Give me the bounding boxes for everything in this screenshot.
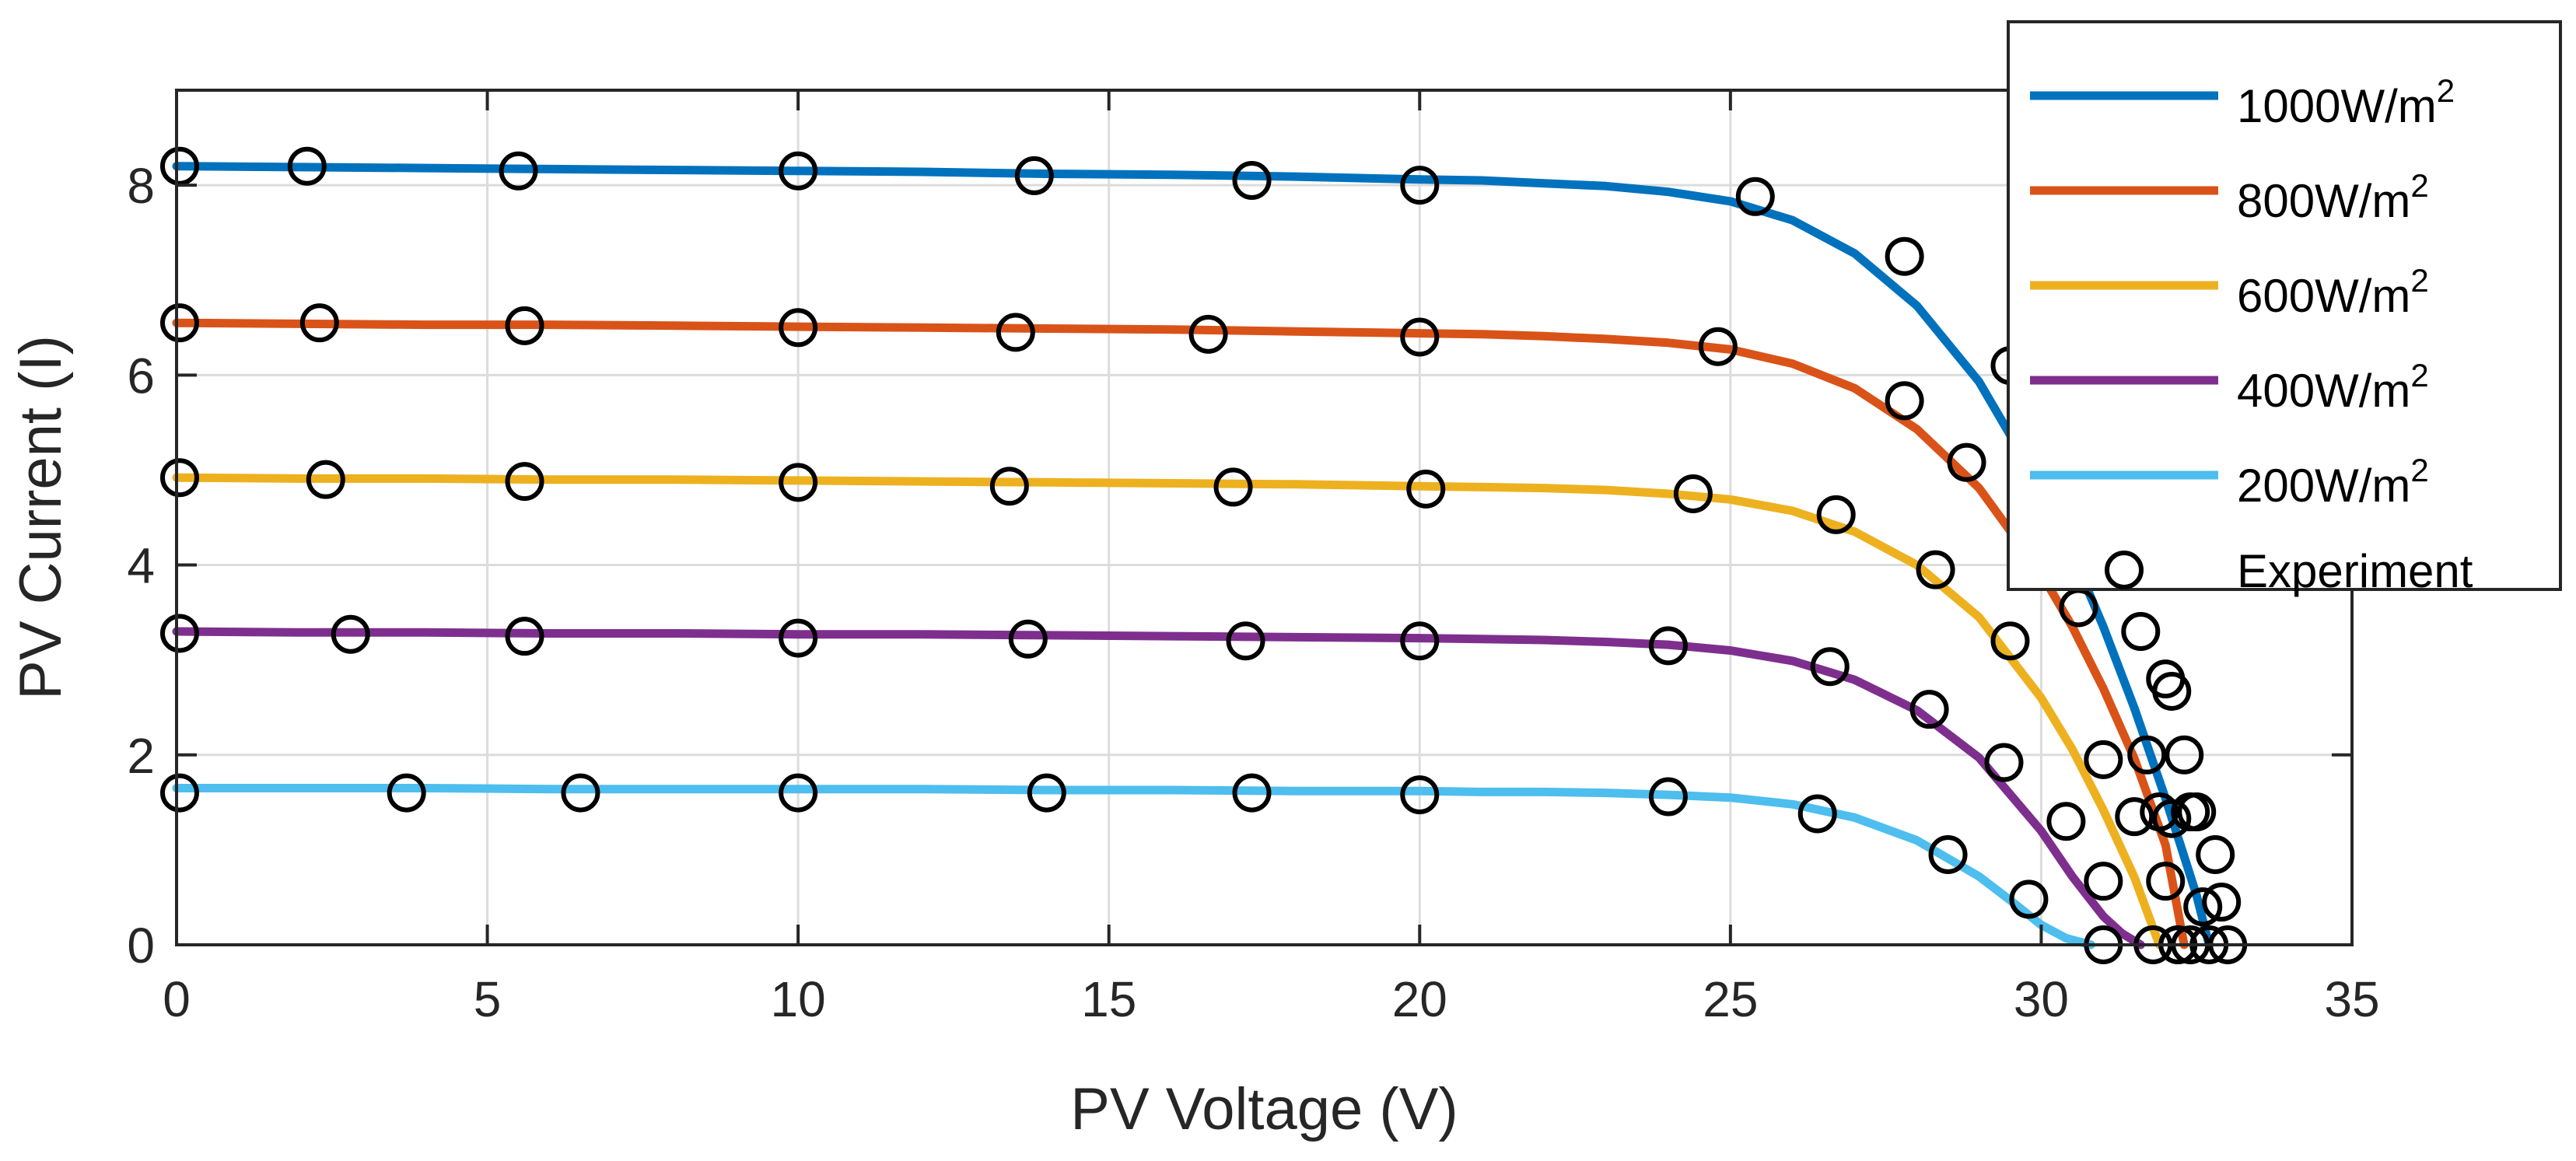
experiment-point [2152, 671, 2192, 711]
experiment-point [2152, 799, 2192, 838]
experiment-point [387, 773, 426, 813]
x-tick-label: 5 [474, 971, 502, 1027]
experiment-point [1400, 166, 1440, 205]
experiment-point [2084, 740, 2123, 779]
x-tick-label: 10 [771, 971, 826, 1027]
experiment-point [159, 146, 199, 186]
experiment-point [2177, 792, 2217, 832]
experiment-point [2121, 612, 2161, 652]
experiment-point [159, 303, 199, 343]
experiment-point [1810, 647, 1850, 687]
experiment-point [505, 462, 544, 502]
experiment-point [1816, 495, 1856, 534]
experiment-point [2084, 862, 2123, 901]
x-tick-label: 30 [2014, 971, 2069, 1027]
experiment-point [2046, 802, 2086, 841]
series-line-2 [172, 473, 2164, 949]
experiment-point [1400, 775, 1440, 815]
x-tick-label: 25 [1703, 971, 1758, 1027]
legend-label-3: 400W/m2 [2237, 357, 2429, 417]
experiment-point [1909, 690, 1949, 729]
legend-label-experiment: Experiment [2237, 545, 2473, 597]
x-tick-label: 0 [163, 971, 191, 1027]
experiment-point [499, 151, 538, 191]
experiment-point [1232, 773, 1272, 813]
experiment-point [306, 460, 345, 499]
experiment-point [1188, 314, 1228, 354]
experiment-point [505, 617, 544, 656]
experiment-point [159, 458, 199, 498]
legend-label-0: 1000W/m2 [2237, 72, 2455, 132]
experiment-point [1735, 177, 1775, 216]
experiment-point [1226, 621, 1265, 661]
experiment-point [2127, 735, 2167, 775]
experiment-point [1885, 381, 1924, 421]
experiment-point [2183, 887, 2223, 927]
experiment-markers [159, 146, 2248, 964]
legend-label-2: 600W/m2 [2237, 262, 2429, 322]
experiment-point [561, 773, 600, 813]
x-axis-label: PV Voltage (V) [1070, 1076, 1458, 1142]
experiment-point [1400, 621, 1440, 661]
experiment-point [1928, 834, 1968, 874]
experiment-point [2196, 834, 2235, 874]
y-tick-label: 6 [127, 348, 155, 404]
experiment-point [1797, 794, 1837, 834]
experiment-point [1400, 317, 1440, 357]
experiment-point [331, 614, 370, 654]
experiment-point [779, 618, 818, 658]
experiment-point [1990, 621, 2030, 661]
legend-label-4: 200W/m2 [2237, 452, 2429, 512]
legend-label-1: 800W/m2 [2237, 167, 2429, 227]
experiment-point [2146, 862, 2186, 901]
experiment-point [1232, 161, 1272, 201]
experiment-point [1014, 156, 1054, 195]
y-tick-label: 2 [127, 728, 155, 784]
experiment-point [1213, 467, 1253, 507]
experiment-point [299, 303, 339, 343]
experiment-point [159, 614, 199, 653]
experiment-point [1648, 626, 1688, 666]
y-axis-label: PV Current (I) [8, 335, 74, 700]
experiment-point [505, 306, 544, 345]
x-tick-label: 20 [1392, 971, 1447, 1027]
experiment-point [287, 146, 327, 186]
experiment-point [1406, 469, 1446, 509]
experiment-point [1648, 777, 1688, 817]
experiment-point [1008, 619, 1048, 659]
y-tick-label: 4 [127, 538, 155, 594]
series-line-4 [172, 784, 2095, 949]
experiment-point [996, 313, 1035, 352]
series-lines [172, 162, 2214, 949]
experiment-point [2009, 879, 2049, 919]
experiment-point [2059, 588, 2098, 628]
experiment-point [779, 463, 818, 502]
experiment-point [2165, 735, 2204, 775]
x-tick-label: 15 [1081, 971, 1136, 1027]
x-tick-label: 35 [2324, 971, 2379, 1027]
series-line-3 [172, 627, 2145, 949]
experiment-point [1984, 743, 2024, 782]
experiment-point [1698, 327, 1738, 366]
experiment-point [779, 773, 818, 813]
experiment-point [1947, 442, 1986, 482]
experiment-point [1673, 474, 1713, 513]
legend: 1000W/m2 800W/m2 600W/m2 400W/m2 200W/m2 Expe… [2007, 20, 2562, 597]
y-tick-label: 8 [127, 158, 155, 214]
experiment-point [1916, 550, 1955, 589]
series-line-0 [172, 162, 2214, 949]
legend-swatch-experiment [2105, 551, 2144, 589]
legend-box [2007, 20, 2562, 591]
y-tick-label: 0 [127, 918, 155, 974]
experiment-point [1885, 236, 1924, 276]
experiment-point [159, 773, 199, 813]
axis-ticks: 0 5 10 15 20 25 30 35 0 2 4 6 8 [127, 90, 2380, 1027]
experiment-point [779, 308, 818, 348]
experiment-point [2115, 797, 2154, 837]
experiment-point [779, 151, 818, 191]
experiment-point [989, 467, 1029, 506]
experiment-point [2202, 883, 2242, 922]
experiment-point [1027, 773, 1066, 813]
